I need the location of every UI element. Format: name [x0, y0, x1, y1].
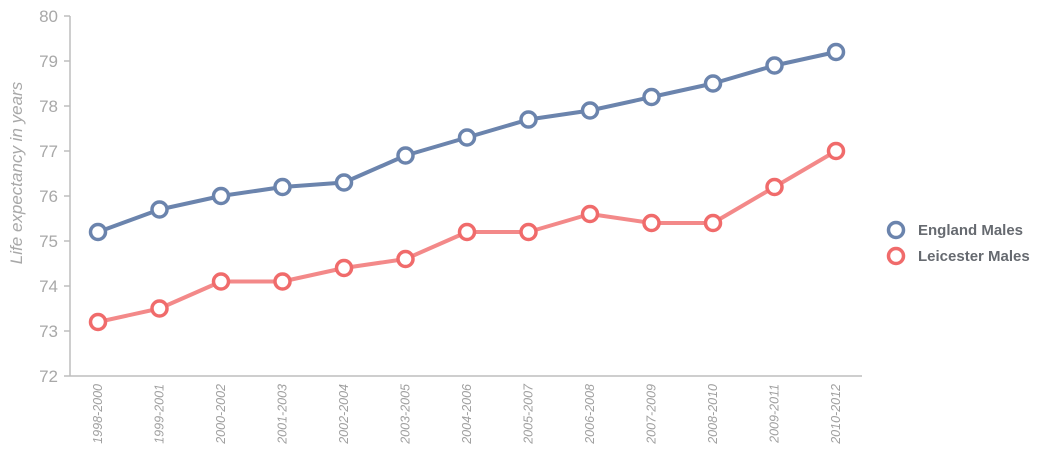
- series-layer: [88, 42, 846, 332]
- data-point: [765, 177, 784, 197]
- x-tick-label: 2010-2012: [829, 384, 843, 445]
- data-point: [334, 173, 354, 192]
- data-point: [457, 222, 477, 242]
- data-point: [642, 213, 661, 233]
- y-tick-label: 75: [39, 232, 58, 251]
- x-tick-label: 2006-2008: [583, 384, 597, 445]
- x-tick-label: 2004-2006: [460, 384, 474, 445]
- data-point: [211, 272, 231, 291]
- legend-marker: [886, 246, 906, 266]
- x-tick-label: 2002-2004: [337, 384, 351, 445]
- series-0: [88, 42, 846, 242]
- data-point: [519, 222, 538, 242]
- data-point: [457, 128, 477, 147]
- y-tick-label: 80: [39, 7, 58, 26]
- x-tick-label: 2007-2009: [645, 384, 659, 445]
- x-tick-label: 1999-2001: [153, 384, 167, 444]
- x-tick-label: 2001-2003: [276, 384, 290, 445]
- y-axis-label: Life expectancy in years: [7, 81, 26, 264]
- data-point: [88, 312, 108, 332]
- x-tick-label: 2000-2002: [214, 384, 228, 445]
- data-point: [765, 56, 784, 75]
- data-point: [273, 272, 292, 291]
- x-tick-label: 2003-2005: [399, 384, 413, 445]
- data-point: [703, 213, 723, 233]
- legend-item: England Males: [886, 220, 1023, 240]
- x-tick-label: 1998-2000: [91, 384, 105, 444]
- data-point: [334, 258, 354, 278]
- data-point: [88, 222, 108, 242]
- data-point: [273, 177, 292, 197]
- axes: [69, 16, 862, 377]
- y-tick-label: 77: [39, 142, 58, 161]
- legend-item: Leicester Males: [886, 246, 1030, 266]
- y-tick-label: 79: [39, 52, 58, 71]
- y-tick-label: 76: [39, 187, 58, 206]
- y-tick-label: 73: [39, 322, 58, 341]
- y-tick-label: 78: [39, 97, 58, 116]
- legend-label: England Males: [918, 222, 1023, 239]
- y-tick-label: 74: [39, 277, 58, 296]
- data-point: [211, 186, 231, 206]
- series-1: [88, 141, 846, 332]
- x-tick-label: 2009-2011: [768, 384, 782, 444]
- data-point: [642, 87, 661, 107]
- data-point: [150, 299, 169, 318]
- data-point: [519, 110, 538, 129]
- data-point: [826, 141, 846, 161]
- x-tick-label: 2008-2010: [706, 384, 720, 445]
- x-ticks: 1998-2000 1999-2001 2000-2002 2001-2003 2002…: [91, 383, 843, 445]
- data-point: [826, 42, 846, 62]
- legend-marker: [886, 220, 906, 240]
- x-tick-label: 2005-2007: [522, 383, 536, 445]
- data-point: [150, 200, 169, 219]
- data-point: [396, 146, 415, 165]
- y-tick-label: 72: [39, 367, 58, 386]
- data-point: [580, 204, 600, 224]
- data-point: [703, 74, 723, 93]
- y-ticks: 72 73 74 75 76 77 78 79 80: [39, 7, 70, 386]
- data-point: [580, 101, 600, 120]
- legend: England Males Leicester Males: [886, 220, 1030, 266]
- legend-label: Leicester Males: [918, 248, 1030, 265]
- data-point: [396, 249, 415, 269]
